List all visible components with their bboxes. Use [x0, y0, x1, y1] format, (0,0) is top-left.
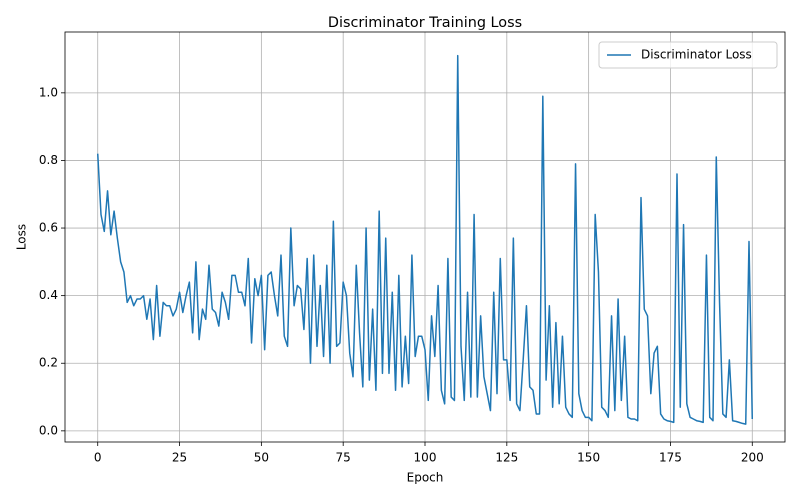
x-tick-label: 50	[254, 451, 269, 465]
y-axis-label: Loss	[15, 224, 29, 250]
legend-label: Discriminator Loss	[641, 48, 752, 62]
x-tick-label: 200	[741, 451, 764, 465]
data-line	[96, 54, 754, 425]
legend-box	[598, 41, 778, 69]
y-tick-label: 0.8	[39, 153, 58, 167]
x-tick-label: 125	[495, 451, 518, 465]
x-tick-label: 100	[414, 451, 437, 465]
y-tick-label: 0.6	[39, 221, 58, 235]
x-axis-label: Epoch	[407, 471, 444, 485]
x-tick-label: 150	[577, 451, 600, 465]
x-tick-label: 75	[336, 451, 351, 465]
y-tick-label: 0.0	[39, 423, 58, 437]
x-tick-label: 25	[172, 451, 187, 465]
x-tick-label: 0	[94, 451, 102, 465]
chart-title: Discriminator Training Loss	[328, 15, 522, 31]
axes-frame	[64, 31, 786, 443]
y-tick-label: 0.2	[39, 356, 58, 370]
x-tick-label: 175	[659, 451, 682, 465]
y-tick-label: 1.0	[39, 85, 58, 99]
y-tick-label: 0.4	[39, 288, 58, 302]
